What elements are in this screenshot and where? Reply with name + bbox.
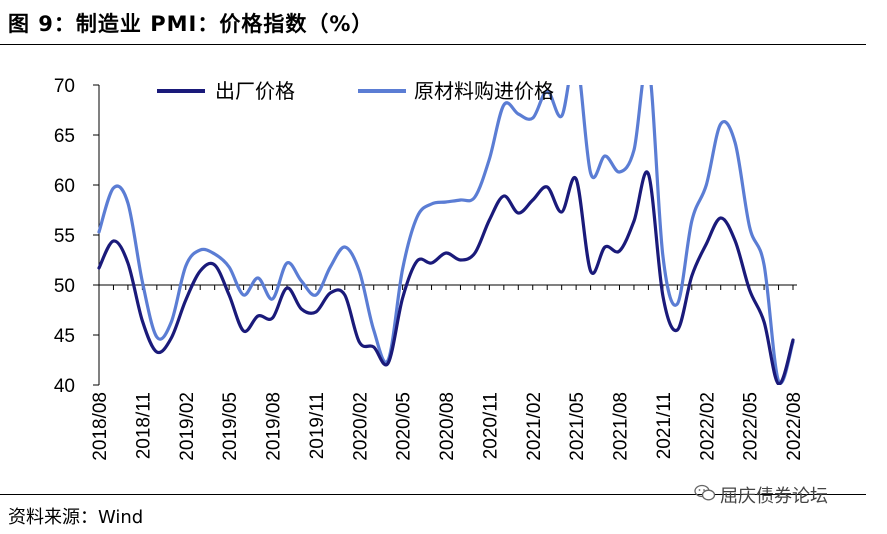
- x-tick-label: 2022/02: [697, 392, 718, 461]
- series-line-1: [97, 85, 795, 385]
- x-tick-label: 2022/08: [784, 392, 805, 461]
- source-note: 资料来源：Wind: [8, 507, 144, 528]
- chart-axes: 40 45 50 55 60 65 70 2018/08 2018/11 2019/02 2019/…: [54, 76, 805, 461]
- x-tick-label: 2021/05: [567, 392, 588, 461]
- y-tick-label: 40: [54, 376, 75, 397]
- x-tick-label: 2018/08: [90, 392, 111, 461]
- legend-label-1: 原材料购进价格: [414, 79, 554, 103]
- x-tick-label: 2021/08: [611, 392, 632, 461]
- y-tick-label: 45: [54, 326, 75, 347]
- y-tick-label: 70: [54, 76, 75, 97]
- source-rule: [0, 494, 866, 495]
- y-tick-label: 55: [54, 226, 75, 247]
- x-tick-label: 2019/02: [177, 392, 198, 461]
- chart-title: 图 9：制造业 PMI：价格指数（%）: [8, 12, 374, 36]
- series-layer: [97, 85, 795, 385]
- x-tick-label: 2021/11: [654, 392, 675, 459]
- x-tick-label: 2019/11: [307, 392, 328, 459]
- series-line-0: [97, 170, 795, 385]
- y-tick-label: 60: [54, 176, 75, 197]
- legend-label-0: 出厂价格: [215, 79, 295, 103]
- x-tick-label: 2021/02: [524, 392, 545, 461]
- title-rule: [0, 44, 866, 45]
- x-tick-label: 2018/11: [133, 392, 154, 459]
- watermark-text: 屈庆债券论坛: [720, 486, 828, 507]
- x-tick-label: 2020/08: [437, 392, 458, 461]
- x-tick-label: 2022/05: [741, 392, 762, 461]
- watermark: 屈庆债券论坛: [694, 482, 828, 508]
- x-tick-label: 2019/08: [264, 392, 285, 461]
- x-tick-label: 2020/02: [350, 392, 371, 461]
- wechat-icon: [694, 484, 716, 507]
- x-tick-label: 2020/05: [394, 392, 415, 461]
- chart-legend: 出厂价格 原材料购进价格: [157, 79, 554, 103]
- y-tick-label: 50: [54, 276, 75, 297]
- x-tick-label: 2019/05: [220, 392, 241, 461]
- y-tick-label: 65: [54, 126, 75, 147]
- x-tick-label: 2020/11: [480, 392, 501, 459]
